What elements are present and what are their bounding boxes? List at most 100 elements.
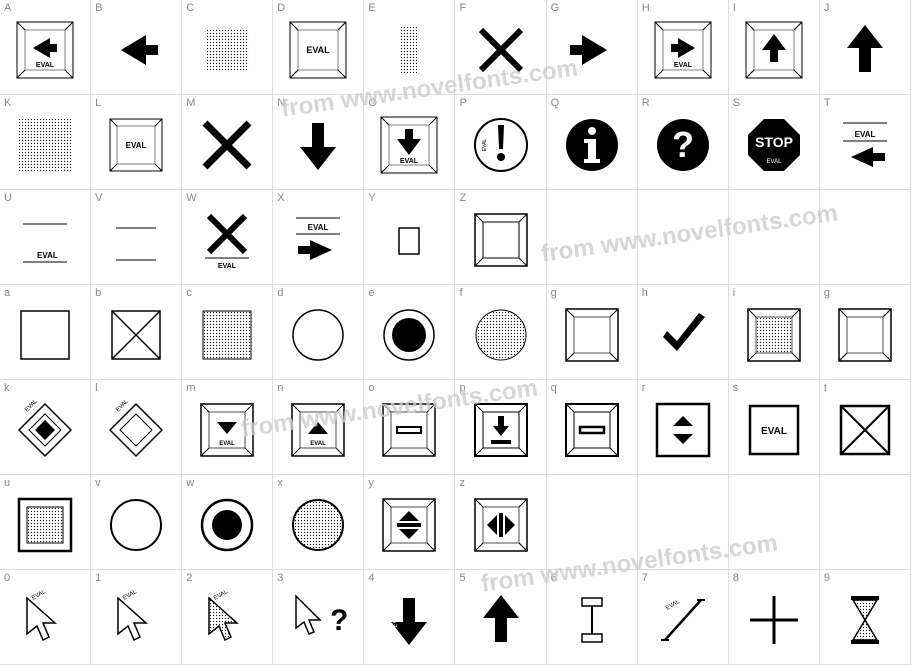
svg-text:EVAL: EVAL	[761, 426, 787, 437]
x-cross-glyph	[471, 20, 531, 80]
glyph-cell: c	[182, 285, 273, 380]
bevel-x-glyph	[835, 400, 895, 460]
glyph-cell: 5	[455, 570, 546, 665]
svg-text:EVAL: EVAL	[122, 590, 138, 602]
cursor-eval-glyph: EVAL	[15, 590, 75, 650]
svg-text:?: ?	[330, 604, 348, 637]
cell-label: F	[459, 2, 466, 14]
bevel-eval-2-glyph: EVAL	[744, 400, 804, 460]
circle-dotted-glyph	[471, 305, 531, 365]
thin-dotted-col-glyph	[379, 20, 439, 80]
small-rect-glyph	[379, 210, 439, 270]
svg-text:EVAL: EVAL	[307, 45, 331, 55]
glyph-cell	[638, 475, 729, 570]
cursor-question-glyph: ?	[288, 590, 348, 650]
circle-question-glyph: ?	[653, 115, 713, 175]
glyph-cell	[638, 190, 729, 285]
glyph-cell: T EVAL	[820, 95, 911, 190]
glyph-cell: d	[273, 285, 364, 380]
glyph-cell: M	[182, 95, 273, 190]
glyph-cell: 8	[729, 570, 820, 665]
cell-label: M	[186, 97, 195, 109]
svg-text:EVAL: EVAL	[311, 441, 327, 447]
svg-text:EVAL: EVAL	[219, 441, 235, 447]
glyph-cell: b	[91, 285, 182, 380]
glyph-cell: Q	[547, 95, 638, 190]
x-over-eval-glyph: EVAL	[197, 210, 257, 270]
cell-label: 1	[95, 572, 101, 584]
glyph-cell: H EVAL	[638, 0, 729, 95]
cell-label: J	[824, 2, 830, 14]
up-arrow-glyph	[835, 20, 895, 80]
svg-text:EVAL: EVAL	[37, 251, 58, 260]
cell-label: R	[642, 97, 650, 109]
glyph-cell: 4 EVAL	[364, 570, 455, 665]
down-arrow-eval-glyph: EVAL	[379, 590, 439, 650]
cell-label: x	[277, 477, 283, 489]
glyph-cell: N	[273, 95, 364, 190]
glyph-cell: o	[364, 380, 455, 475]
down-arrow-glyph	[288, 115, 348, 175]
circle-exclaim-eval-glyph: EVAL	[471, 115, 531, 175]
square-outline-glyph	[15, 305, 75, 365]
octagon-stop-eval-glyph: STOP EVAL	[744, 115, 804, 175]
hourglass-glyph	[835, 590, 895, 650]
bevel-minus-glyph	[379, 400, 439, 460]
cell-label: N	[277, 97, 285, 109]
glyph-cell: g	[820, 285, 911, 380]
glyph-cell: 7 EVAL	[638, 570, 729, 665]
circle-dotted-ring-glyph	[288, 495, 348, 555]
cell-label: p	[459, 382, 465, 394]
cell-label: z	[459, 477, 465, 489]
cell-label: g	[551, 287, 557, 299]
glyph-cell: y	[364, 475, 455, 570]
cell-label: 7	[642, 572, 648, 584]
glyph-cell: g	[547, 285, 638, 380]
two-lines-glyph	[106, 210, 166, 270]
svg-text:EVAL: EVAL	[308, 223, 329, 232]
up-arrow-2-glyph	[471, 590, 531, 650]
glyph-cell: K	[0, 95, 91, 190]
svg-text:EVAL: EVAL	[126, 141, 147, 150]
glyph-cell: O EVAL	[364, 95, 455, 190]
glyph-cell: x	[273, 475, 364, 570]
cell-label: B	[95, 2, 102, 14]
glyph-cell: R ?	[638, 95, 729, 190]
glyph-cell: V	[91, 190, 182, 285]
cell-label: n	[277, 382, 283, 394]
glyph-cell: B	[91, 0, 182, 95]
cell-label: f	[459, 287, 462, 299]
cell-label: H	[642, 2, 650, 14]
cell-label: I	[733, 2, 736, 14]
square-dotted-thin-glyph	[197, 305, 257, 365]
circle-filled-glyph	[379, 305, 439, 365]
glyph-cell: C	[182, 0, 273, 95]
cell-label: 8	[733, 572, 739, 584]
cell-label: P	[459, 97, 466, 109]
cell-label: D	[277, 2, 285, 14]
bevel-dotted-glyph	[744, 305, 804, 365]
svg-text:EVAL: EVAL	[766, 159, 782, 165]
glyph-cell: p	[455, 380, 546, 475]
eval-over-left-arrow-glyph: EVAL	[835, 115, 895, 175]
glyph-cell: 2 EVAL	[182, 570, 273, 665]
glyph-cell: L EVAL	[91, 95, 182, 190]
cell-label: t	[824, 382, 827, 394]
svg-text:EVAL: EVAL	[393, 612, 399, 628]
bevel-frame-2-glyph	[835, 305, 895, 365]
glyph-cell: q	[547, 380, 638, 475]
glyph-cell: I	[729, 0, 820, 95]
circle-i-glyph	[562, 115, 622, 175]
svg-text:EVAL: EVAL	[218, 263, 237, 270]
bevel-left-arrow-eval-glyph: EVAL	[15, 20, 75, 80]
bevel-frame-glyph	[562, 305, 622, 365]
svg-text:EVAL: EVAL	[213, 590, 229, 602]
cell-label: L	[95, 97, 101, 109]
glyph-cell: G	[547, 0, 638, 95]
glyph-cell: i	[729, 285, 820, 380]
glyph-cell: k EVAL	[0, 380, 91, 475]
glyph-cell: f	[455, 285, 546, 380]
dotted-square-glyph	[197, 20, 257, 80]
glyph-cell	[820, 475, 911, 570]
cell-label: u	[4, 477, 10, 489]
